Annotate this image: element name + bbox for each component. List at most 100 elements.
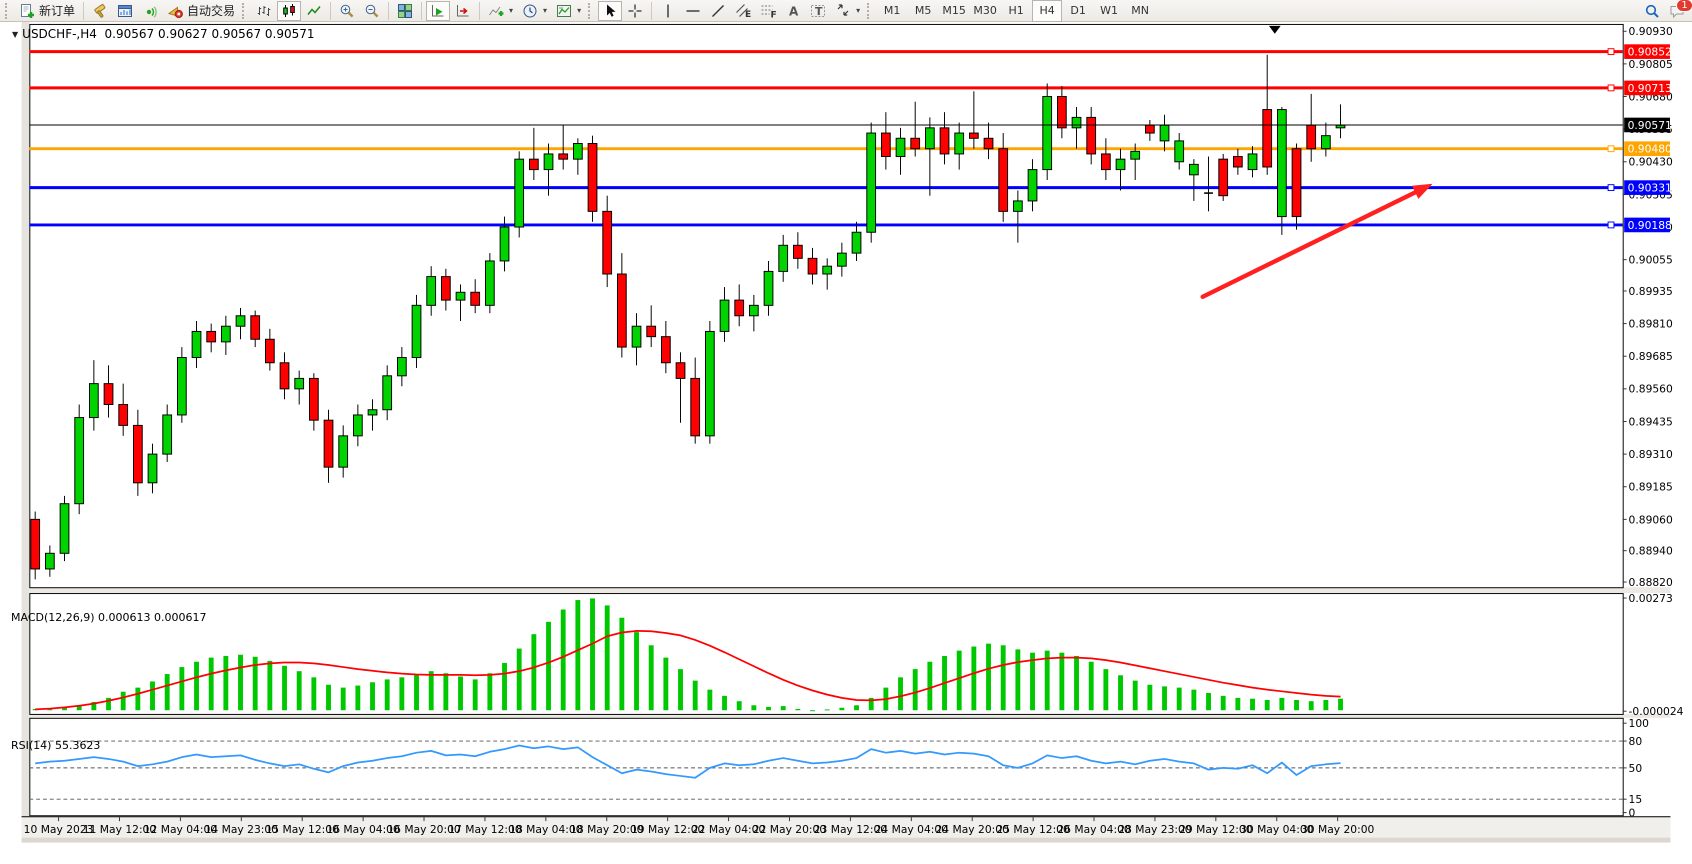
macd-histogram-bar [648, 645, 654, 711]
vertical-line-button[interactable] [656, 1, 680, 21]
toolbar-grip[interactable] [5, 2, 10, 19]
timeframe-M30[interactable]: M30 [973, 4, 997, 17]
macd-histogram-bar [267, 660, 273, 711]
candle-bullish [1071, 116, 1082, 129]
timeframe-D1[interactable]: D1 [1070, 4, 1086, 17]
macd-histogram-bar [824, 709, 830, 711]
line-handle[interactable] [1607, 221, 1615, 229]
equidistant-channel-button[interactable]: E [731, 1, 755, 21]
macd-signal-line [35, 630, 1341, 711]
timeframe-W1[interactable]: W1 [1100, 4, 1119, 17]
notifications-button[interactable]: 1 [1665, 0, 1692, 21]
separator [651, 1, 653, 20]
macd-histogram-bar [810, 710, 815, 712]
candle-bearish [1100, 153, 1111, 171]
cursor-button[interactable] [598, 0, 623, 21]
chart-window: 0.909300.908050.906800.905550.904300.903… [0, 22, 1692, 864]
current-price-badge-label: 0.90571 [1628, 119, 1672, 132]
tile-windows-button[interactable] [393, 1, 417, 21]
macd-histogram-bar [619, 617, 625, 711]
crosshair-button[interactable] [623, 1, 647, 21]
chart-window-icon [118, 4, 133, 17]
candle-bearish [250, 315, 261, 340]
auto-scroll-button[interactable] [426, 0, 451, 21]
fibonacci-button[interactable]: F [756, 1, 780, 21]
price-panel [29, 23, 1624, 589]
indicators-button[interactable]: ▾ [484, 1, 517, 21]
price-scale[interactable]: 0.909300.908050.906800.905550.904300.903… [1622, 25, 1673, 589]
ohlc-high: 0.90627 [158, 27, 208, 41]
candle-bullish [778, 244, 789, 272]
text-button[interactable]: A [781, 1, 805, 21]
zoom-in-button[interactable] [335, 1, 359, 21]
symbol-timeframe-label: USDCHF-,H4 [22, 27, 97, 41]
signals-button[interactable] [138, 1, 162, 21]
trendline-button[interactable] [706, 1, 730, 21]
macd-histogram-bar [1206, 692, 1211, 711]
horizontal-line-button[interactable] [681, 1, 705, 21]
arrows-button[interactable]: ▾ [831, 1, 864, 21]
text-label-button[interactable]: T [806, 1, 830, 21]
candle-bullish [176, 357, 187, 416]
line-handle[interactable] [1607, 145, 1615, 153]
macd-histogram-bar [120, 691, 126, 711]
market-watch-button[interactable] [88, 1, 112, 21]
horizontal-levels [29, 48, 1623, 229]
line-chart-button[interactable] [302, 1, 326, 21]
line-handle[interactable] [1607, 48, 1615, 56]
trend-arrow-annotation[interactable] [1200, 183, 1433, 300]
panel-splitter[interactable] [29, 713, 1671, 718]
candlestick-chart-button[interactable] [277, 0, 302, 21]
chart-shift-button[interactable] [451, 1, 475, 21]
candle-bullish [74, 417, 85, 505]
macd-histogram-bar [1250, 698, 1255, 711]
timeframe-H4[interactable]: H4 [1032, 0, 1063, 22]
macd-histogram-bar [1323, 699, 1329, 711]
candle-bearish [1232, 156, 1243, 168]
candle-bearish [1291, 148, 1302, 218]
line-handle[interactable] [1607, 184, 1615, 192]
panel-splitter[interactable] [29, 587, 1671, 594]
toolbar-grip[interactable] [867, 2, 872, 19]
svg-text:F: F [771, 10, 777, 19]
channel-icon: E [736, 3, 751, 19]
svg-text:E: E [745, 10, 751, 19]
level-price-badge [1624, 44, 1670, 59]
candle-bearish [616, 273, 627, 348]
new-order-button[interactable]: 新订单 [15, 1, 79, 21]
collapse-triangle-icon[interactable]: ▼ [12, 30, 19, 39]
candle-bearish [1056, 96, 1067, 129]
timeframe-M15[interactable]: M15 [942, 4, 966, 17]
macd-histogram-bar [1279, 697, 1285, 711]
macd-histogram-bar [32, 708, 38, 711]
level-price-badge [1624, 217, 1670, 233]
search-button[interactable] [1640, 1, 1664, 21]
timeframe-M1[interactable]: M1 [883, 4, 901, 17]
time-tick-label: 29 May 12:00 [1179, 823, 1253, 836]
templates-button[interactable]: ▾ [552, 1, 585, 21]
zoom-out-button[interactable] [360, 1, 384, 21]
candle-bearish [440, 276, 451, 301]
level-price-badge-label: 0.90480 [1628, 143, 1672, 156]
candle-bullish [822, 265, 833, 275]
rsi-scale-label: 100 [1629, 717, 1650, 730]
time-tick-label: 10 May 2023 [24, 823, 94, 836]
macd-scale-label: 0.00273 [1629, 592, 1673, 605]
text-label-icon: T [811, 4, 826, 18]
chart-window-button[interactable] [113, 1, 137, 21]
price-tick-label: 0.88820 [1629, 576, 1673, 589]
timeframe-MN[interactable]: MN [1131, 4, 1149, 17]
chart-canvas[interactable]: 0.909300.908050.906800.905550.904300.903… [0, 22, 1692, 864]
bar-chart-button[interactable] [252, 1, 276, 21]
timeframe-M5[interactable]: M5 [914, 4, 932, 17]
periods-button[interactable]: ▾ [518, 1, 551, 21]
timeframe-H1[interactable]: H1 [1008, 4, 1024, 17]
time-tick-label: 18 May 20:00 [570, 823, 644, 836]
auto-trading-button[interactable]: 自动交易 [163, 1, 239, 21]
line-handle[interactable] [1607, 84, 1615, 92]
toolbar-grip[interactable] [242, 2, 247, 19]
toolbar-grip[interactable] [588, 2, 593, 19]
candle-bearish [998, 148, 1009, 212]
chart-shift-marker[interactable] [1268, 25, 1281, 34]
